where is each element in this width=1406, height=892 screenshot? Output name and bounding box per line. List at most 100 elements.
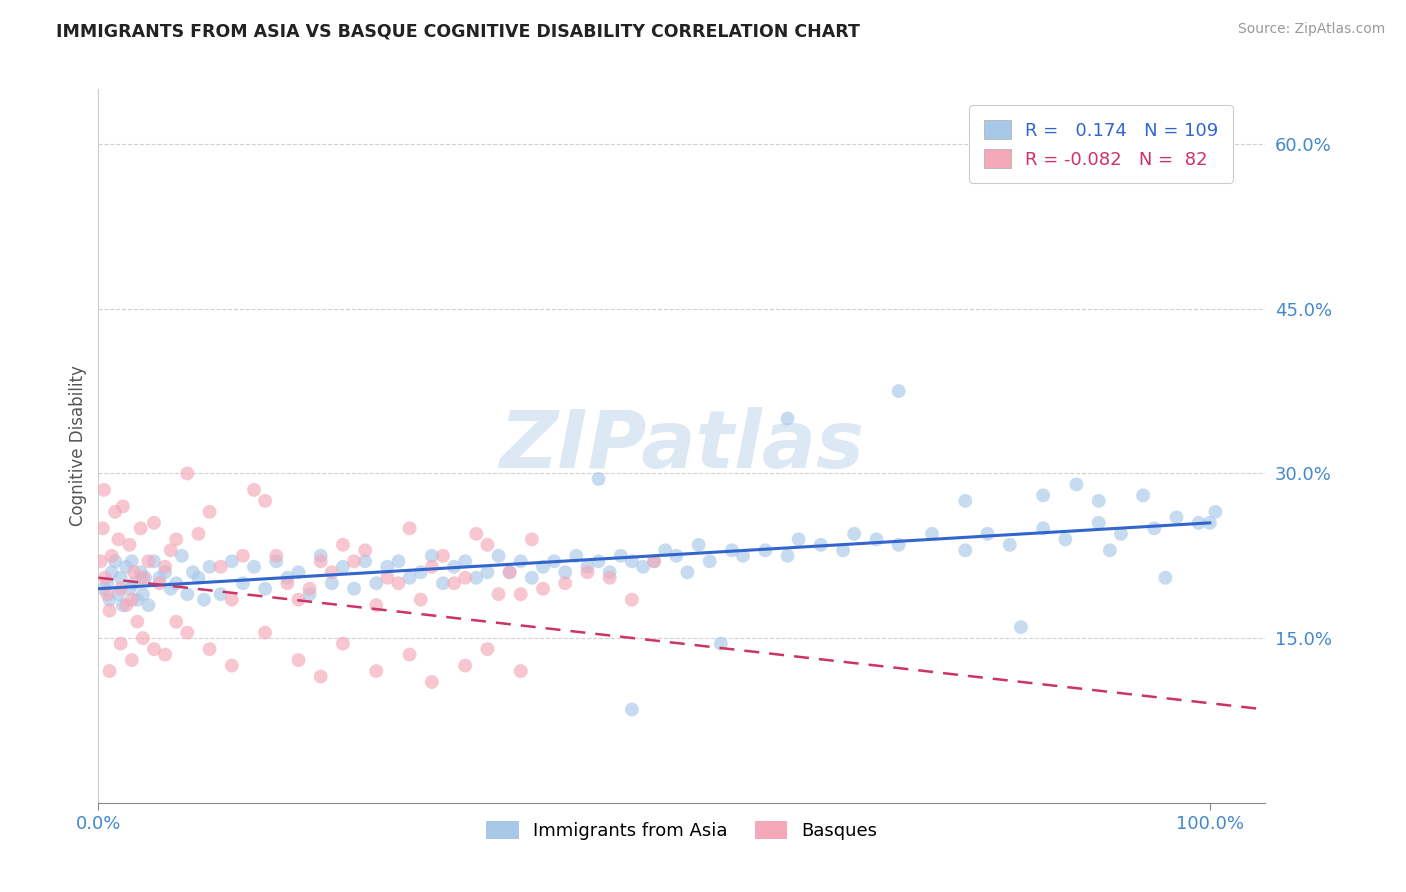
Point (243, 559, 266, 574)
Point (309, 669, 332, 683)
Point (100, 566, 122, 580)
Point (100, 549, 122, 563)
Point (776, 549, 799, 563)
Point (531, 559, 554, 574)
Point (181, 566, 204, 580)
Point (509, 554, 531, 568)
Point (398, 521, 420, 535)
Point (122, 566, 145, 580)
Point (254, 494, 277, 508)
Point (477, 642, 499, 657)
Point (509, 587, 531, 601)
Point (129, 566, 152, 580)
Point (232, 576, 254, 591)
Point (143, 642, 166, 657)
Point (754, 543, 776, 558)
Point (153, 648, 176, 662)
Point (96, 576, 118, 591)
Point (221, 554, 243, 568)
Point (121, 592, 143, 607)
Point (165, 615, 187, 629)
Point (454, 571, 477, 585)
Point (588, 554, 610, 568)
Point (332, 538, 354, 552)
Point (654, 543, 676, 558)
Point (565, 549, 588, 563)
Point (377, 559, 399, 574)
Point (409, 566, 432, 580)
Point (287, 653, 309, 667)
Point (93, 483, 115, 497)
Point (122, 576, 145, 591)
Point (159, 582, 181, 596)
Point (498, 566, 520, 580)
Point (176, 467, 198, 481)
Point (477, 538, 499, 552)
Point (343, 554, 366, 568)
Point (554, 566, 576, 580)
Point (134, 571, 156, 585)
Point (221, 592, 243, 607)
Point (643, 554, 665, 568)
Point (610, 549, 633, 563)
Point (366, 664, 388, 678)
Point (264, 554, 287, 568)
Point (321, 576, 343, 591)
Point (887, 538, 910, 552)
Point (699, 554, 721, 568)
Point (354, 554, 377, 568)
Point (298, 582, 321, 596)
Point (153, 566, 176, 580)
Point (676, 566, 699, 580)
Point (115, 598, 138, 612)
Point (465, 571, 488, 585)
Point (1098, 543, 1121, 558)
Point (153, 559, 176, 574)
Point (631, 559, 654, 574)
Point (366, 598, 388, 612)
Point (1132, 488, 1154, 502)
Point (1166, 510, 1188, 524)
Point (377, 571, 399, 585)
Point (170, 549, 193, 563)
Point (1087, 516, 1109, 530)
Point (115, 559, 138, 574)
Point (488, 549, 510, 563)
Text: IMMIGRANTS FROM ASIA VS BASQUE COGNITIVE DISABILITY CORRELATION CHART: IMMIGRANTS FROM ASIA VS BASQUE COGNITIVE… (56, 22, 860, 40)
Point (243, 483, 266, 497)
Point (127, 592, 149, 607)
Point (832, 543, 855, 558)
Point (1054, 533, 1077, 547)
Point (576, 559, 599, 574)
Point (1154, 571, 1177, 585)
Point (94, 571, 117, 585)
Point (921, 526, 943, 541)
Point (129, 521, 152, 535)
Point (187, 526, 209, 541)
Point (209, 559, 232, 574)
Point (509, 664, 531, 678)
Point (309, 554, 332, 568)
Point (104, 554, 127, 568)
Point (1032, 521, 1054, 535)
Point (398, 571, 420, 585)
Point (454, 658, 477, 673)
Point (198, 642, 221, 657)
Point (110, 571, 132, 585)
Point (309, 549, 332, 563)
Point (1087, 494, 1109, 508)
Point (432, 549, 454, 563)
Point (454, 554, 477, 568)
Point (1032, 488, 1054, 502)
Point (387, 576, 409, 591)
Point (138, 554, 160, 568)
Point (276, 576, 298, 591)
Point (98, 664, 121, 678)
Text: Source: ZipAtlas.com: Source: ZipAtlas.com (1237, 22, 1385, 37)
Point (111, 598, 134, 612)
Point (264, 549, 287, 563)
Point (576, 566, 599, 580)
Point (731, 549, 754, 563)
Text: ZIPatlas: ZIPatlas (499, 407, 865, 485)
Point (96, 587, 118, 601)
